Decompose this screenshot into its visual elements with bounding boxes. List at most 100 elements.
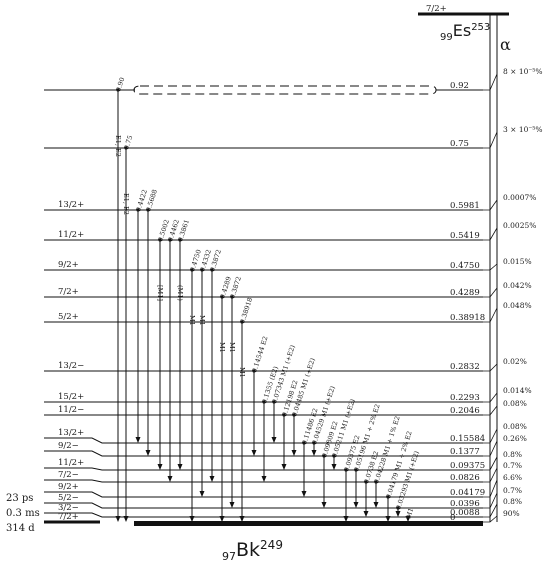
alpha-feed-lines <box>483 14 498 523</box>
transition-arrows <box>115 88 411 522</box>
transition-origin-dot <box>386 495 390 499</box>
arrow-head <box>239 516 245 522</box>
level-spin-label: 9/2+ <box>58 482 79 492</box>
level-spin-label: 9/2− <box>58 441 79 451</box>
level-line <box>44 479 483 483</box>
parent-prefix: 99 <box>440 32 453 43</box>
transition-origin-dot <box>178 238 182 242</box>
level-line <box>44 467 483 471</box>
transition-origin-dot <box>272 400 276 404</box>
level-line <box>44 491 483 498</box>
level-energy-label: 0.75 <box>450 139 469 149</box>
alpha-intensity-label: 3 × 10⁻⁵% <box>503 125 542 134</box>
daughter-symbol: Bk <box>236 539 260 561</box>
arrow-head <box>301 491 307 497</box>
level-energy-label: 0.92 <box>450 81 469 91</box>
parent-spin: 7/2+ <box>426 4 447 14</box>
level-energy-label: 0.0396 <box>450 499 480 509</box>
arrow-head <box>115 516 121 522</box>
level-energy-label: 0.4289 <box>450 288 480 298</box>
level-spin-label: 3/2− <box>58 503 79 513</box>
level-line <box>44 450 483 457</box>
arrow-head <box>167 476 173 482</box>
level-spin-label: 13/2+ <box>58 200 84 210</box>
level-spin-label: 13/2+ <box>58 428 84 438</box>
alpha-intensity-label: 90% <box>503 509 520 518</box>
arrow-head <box>219 516 225 522</box>
transition-multipolarity-label: M1 <box>218 342 226 353</box>
ground-state-band <box>134 521 483 526</box>
alpha-intensity-label: 0.014% <box>503 386 532 395</box>
alpha-intensity-label: 0.0025% <box>503 221 536 230</box>
energy-labels: 0.92 0.75 0.5981 0.5419 0.4750 0.4289 0.38918 0… <box>450 81 485 523</box>
level-spin-label: 11/2− <box>58 405 84 415</box>
arrow-head <box>261 476 267 482</box>
level-spin-label: 7/2+ <box>58 287 79 297</box>
level-energy-label: 0.5981 <box>450 201 480 211</box>
level-energy-label: 0.15584 <box>450 434 485 444</box>
level-spin-label: 11/2+ <box>58 458 84 468</box>
half-life-314d: 314 d <box>6 523 35 534</box>
level-energy-label: 0 <box>450 513 455 523</box>
level-energy-label: 0.2293 <box>450 393 480 403</box>
alpha-intensity-label: 0.7% <box>503 461 522 470</box>
arrow-head <box>311 450 317 456</box>
transition-origin-dot <box>220 295 224 299</box>
transition-energy-label: 0.14544 E2 <box>250 335 269 373</box>
transition-origin-dot <box>292 413 296 417</box>
transition-origin-dot <box>200 268 204 272</box>
transition-origin-dot <box>116 88 120 92</box>
transition-origin-dot <box>282 413 286 417</box>
transition-origin-dot <box>168 238 172 242</box>
level-energy-label: 0.0826 <box>450 473 480 483</box>
half-life-0.3ms: 0.3 ms <box>6 508 40 519</box>
arrow-head <box>199 491 205 497</box>
transition-origin-dot <box>190 268 194 272</box>
arrow-head <box>291 450 297 456</box>
intensity-labels: 8 × 10⁻⁵% 3 × 10⁻⁵% 0.0007% 0.0025% 0.015% 0.… <box>503 67 542 518</box>
transition-origin-dot <box>124 146 128 150</box>
level-energy-label: 0.1377 <box>450 447 480 457</box>
alpha-intensity-label: 0.042% <box>503 281 532 290</box>
transition-origin-dot <box>322 454 326 458</box>
transition-multipolarity-label: M1 <box>228 342 236 353</box>
level-energy-label: 0.5419 <box>450 231 480 241</box>
alpha-intensity-label: 0.048% <box>503 301 532 310</box>
transition-origin-dot <box>210 268 214 272</box>
level-energy-label: 0.0088 <box>450 508 480 518</box>
transition-origin-dot <box>374 480 378 484</box>
transition-origin-dot <box>364 480 368 484</box>
transition-origin-dot <box>146 208 150 212</box>
alpha-intensity-label: 0.015% <box>503 257 532 266</box>
transition-origin-dot <box>332 454 336 458</box>
transition-multipolarity-label: M1 <box>238 367 246 378</box>
alpha-intensity-label: 0.8% <box>503 450 522 459</box>
daughter-nucleus-label: 97Bk249 <box>222 538 283 563</box>
alpha-intensity-label: 8 × 10⁻⁵% <box>503 67 542 76</box>
arrow-head <box>385 516 391 522</box>
level-spin-label: 5/2− <box>58 493 79 503</box>
transition-origin-dot <box>312 441 316 445</box>
arrow-head <box>189 516 195 522</box>
level-energy-label: 0.04179 <box>450 488 485 498</box>
transition-origin-dot <box>406 515 410 519</box>
transition-origin-dot <box>158 238 162 242</box>
transition-origin-dot <box>230 295 234 299</box>
level-energy-label: 0.4750 <box>450 261 480 271</box>
alpha-intensity-label: 0.8% <box>503 497 522 506</box>
level-line <box>44 502 483 509</box>
arrow-head <box>353 502 359 508</box>
transition-multipolarity-label: M1 <box>188 315 196 326</box>
arrow-head <box>271 437 277 443</box>
transition-multipolarity-label: M1 <box>198 315 206 326</box>
level-spin-label: 5/2+ <box>58 312 79 322</box>
daughter-mass: 249 <box>260 538 283 552</box>
alpha-intensity-label: 6.6% <box>503 473 522 482</box>
arrow-head <box>145 450 151 456</box>
arrow-head <box>395 511 401 517</box>
arrow-head <box>209 476 215 482</box>
alpha-intensity-label: 0.7% <box>503 486 522 495</box>
arrow-head <box>177 464 183 470</box>
level-spin-label: 7/2+ <box>58 512 79 522</box>
